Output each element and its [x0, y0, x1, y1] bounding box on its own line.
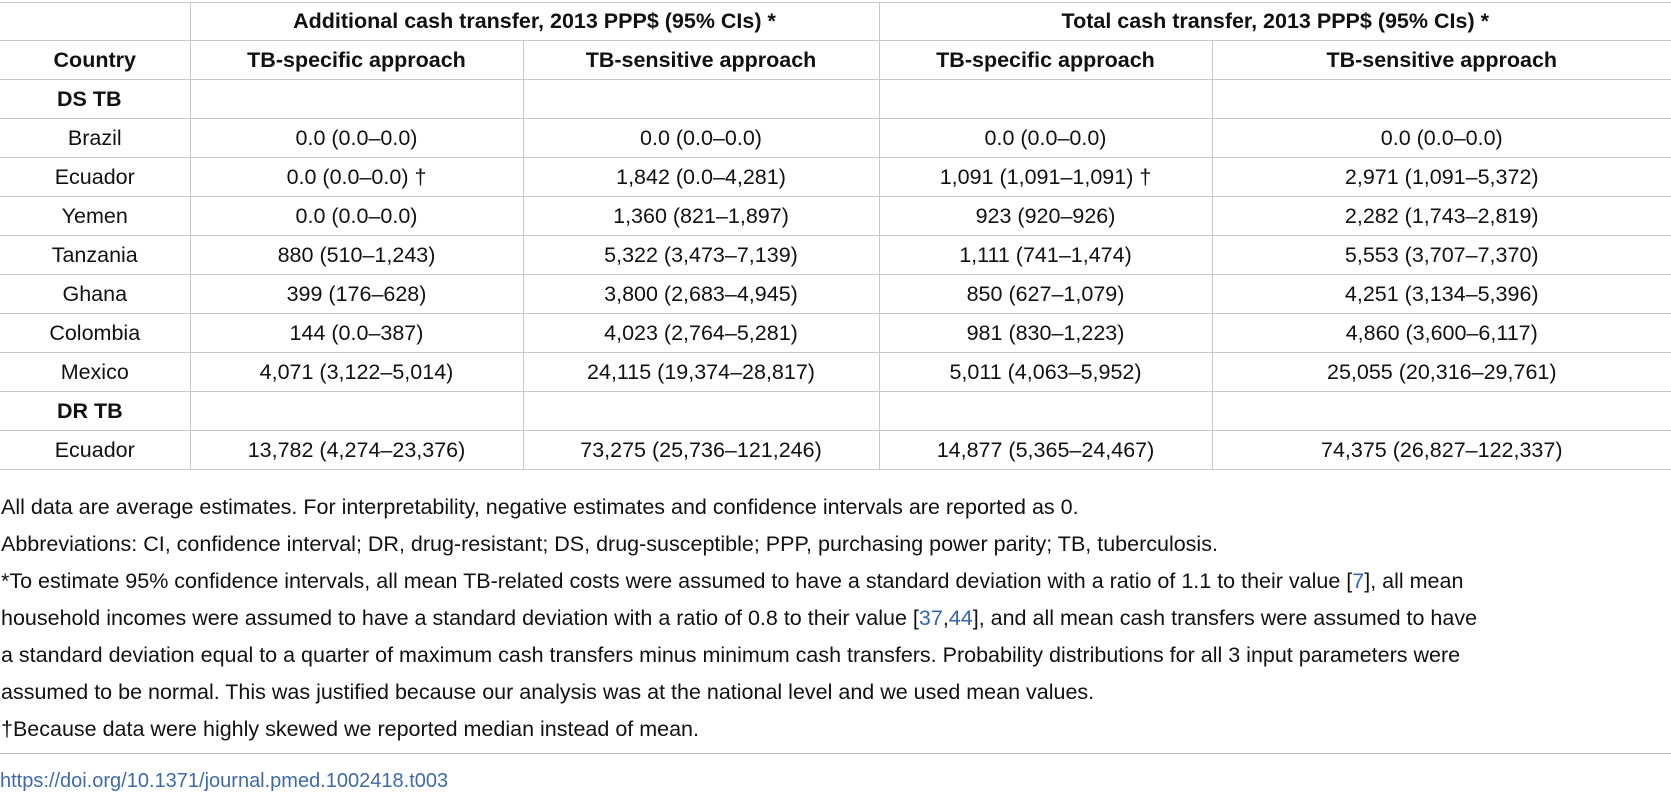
column-header-additional-sensitive: TB-sensitive approach: [522, 40, 880, 80]
value-cell: 1,360 (821–1,897): [522, 196, 880, 236]
value-cell: 1,842 (0.0–4,281): [522, 157, 880, 197]
value-cell: 3,800 (2,683–4,945): [522, 274, 880, 314]
group-header-total: Total cash transfer, 2013 PPP$ (95% CIs)…: [878, 2, 1671, 41]
value-cell: 2,971 (1,091–5,372): [1211, 157, 1671, 197]
empty-cell: [522, 79, 880, 119]
value-cell: 850 (627–1,079): [878, 274, 1213, 314]
doi-link[interactable]: https://doi.org/10.1371/journal.pmed.100…: [0, 770, 449, 792]
value-cell: 73,275 (25,736–121,246): [522, 430, 880, 470]
footnote-median: †Because data were highly skewed we repo…: [1, 717, 699, 741]
value-cell: 1,091 (1,091–1,091) †: [878, 157, 1213, 197]
section-row: DR TB: [0, 391, 1671, 431]
section-row: DS TB: [0, 79, 1671, 119]
table-row: Tanzania 880 (510–1,243) 5,322 (3,473–7,13…: [0, 235, 1671, 275]
value-cell: 25,055 (20,316–29,761): [1211, 352, 1671, 392]
value-cell: 399 (176–628): [189, 274, 524, 314]
column-header-country: Country: [0, 40, 191, 80]
table-row: Colombia 144 (0.0–387) 4,023 (2,764–5,281)…: [0, 313, 1671, 353]
value-cell: 4,023 (2,764–5,281): [522, 313, 880, 353]
footnote-confidence-intervals: *To estimate 95% confidence intervals, a…: [0, 563, 1671, 600]
empty-cell: [878, 79, 1213, 119]
footnote-text: ], and all mean cash transfers were assu…: [972, 606, 1478, 630]
value-cell: 880 (510–1,243): [189, 235, 524, 275]
value-cell: 5,322 (3,473–7,139): [522, 235, 880, 275]
group-header-additional: Additional cash transfer, 2013 PPP$ (95%…: [189, 2, 880, 41]
value-cell: 74,375 (26,827–122,337): [1211, 430, 1671, 470]
table-row: Ghana 399 (176–628) 3,800 (2,683–4,945) 850…: [0, 274, 1671, 314]
value-cell: 4,071 (3,122–5,014): [189, 352, 524, 392]
table-row: Yemen 0.0 (0.0–0.0) 1,360 (821–1,897) 923 (…: [0, 196, 1671, 236]
footer-divider: [0, 753, 1671, 754]
reference-link-7[interactable]: 7: [1352, 569, 1365, 593]
value-cell: 1,111 (741–1,474): [878, 235, 1213, 275]
cash-transfer-table: Additional cash transfer, 2013 PPP$ (95%…: [0, 2, 1671, 470]
country-cell: Tanzania: [0, 235, 191, 275]
empty-cell: [189, 79, 524, 119]
table-row: Brazil 0.0 (0.0–0.0) 0.0 (0.0–0.0) 0.0 (0.0…: [0, 118, 1671, 158]
country-cell: Brazil: [0, 118, 191, 158]
empty-cell: [522, 391, 880, 431]
value-cell: 0.0 (0.0–0.0): [1211, 118, 1671, 158]
value-cell: 0.0 (0.0–0.0): [522, 118, 880, 158]
footnote-text: ], all mean: [1364, 569, 1464, 593]
column-header-total-specific: TB-specific approach: [878, 40, 1213, 80]
table-row: Ecuador 13,782 (4,274–23,376) 73,275 (25,7…: [0, 430, 1671, 470]
country-cell: Yemen: [0, 196, 191, 236]
empty-cell: [189, 391, 524, 431]
table-footnotes: All data are average estimates. For inte…: [0, 489, 1671, 748]
value-cell: 4,860 (3,600–6,117): [1211, 313, 1671, 353]
country-cell: Colombia: [0, 313, 191, 353]
header-corner-cell: [0, 2, 191, 41]
column-header-additional-specific: TB-specific approach: [189, 40, 524, 80]
value-cell: 2,282 (1,743–2,819): [1211, 196, 1671, 236]
table-body: DS TB Brazil 0.0 (0.0–0.0) 0.0 (0.0–0.0) 0.0…: [0, 79, 1671, 470]
table-row: Mexico 4,071 (3,122–5,014) 24,115 (19,374–…: [0, 352, 1671, 392]
table-row: Ecuador 0.0 (0.0–0.0) † 1,842 (0.0–4,281) 1…: [0, 157, 1671, 197]
footnote-abbreviations: Abbreviations: CI, confidence interval; …: [1, 532, 1218, 556]
value-cell: 5,553 (3,707–7,370): [1211, 235, 1671, 275]
section-label: DS TB: [0, 79, 191, 119]
value-cell: 0.0 (0.0–0.0): [189, 196, 524, 236]
footnote-text: household incomes were assumed to have a…: [1, 606, 919, 630]
value-cell: 923 (920–926): [878, 196, 1213, 236]
footnote-text: ,: [942, 606, 949, 630]
value-cell: 144 (0.0–387): [189, 313, 524, 353]
column-header-total-sensitive: TB-sensitive approach: [1211, 40, 1671, 80]
empty-cell: [1211, 79, 1671, 119]
value-cell: 14,877 (5,365–24,467): [878, 430, 1213, 470]
value-cell: 13,782 (4,274–23,376): [189, 430, 524, 470]
country-cell: Ecuador: [0, 157, 191, 197]
value-cell: 981 (830–1,223): [878, 313, 1213, 353]
section-label: DR TB: [0, 391, 191, 431]
empty-cell: [878, 391, 1213, 431]
value-cell: 4,251 (3,134–5,396): [1211, 274, 1671, 314]
value-cell: 24,115 (19,374–28,817): [522, 352, 880, 392]
country-cell: Ghana: [0, 274, 191, 314]
value-cell: 0.0 (0.0–0.0): [878, 118, 1213, 158]
reference-link-44[interactable]: 44: [948, 606, 973, 630]
value-cell: 0.0 (0.0–0.0) †: [189, 157, 524, 197]
empty-cell: [1211, 391, 1671, 431]
footnote-confidence-intervals-line2: household incomes were assumed to have a…: [0, 600, 1671, 637]
reference-link-37[interactable]: 37: [918, 606, 943, 630]
value-cell: 0.0 (0.0–0.0): [189, 118, 524, 158]
footnote-text: *To estimate 95% confidence intervals, a…: [1, 569, 1353, 593]
value-cell: 5,011 (4,063–5,952): [878, 352, 1213, 392]
footnote-confidence-intervals-line3: a standard deviation equal to a quarter …: [1, 643, 1461, 667]
country-cell: Ecuador: [0, 430, 191, 470]
footnote-confidence-intervals-line4: assumed to be normal. This was justified…: [1, 680, 1095, 704]
country-cell: Mexico: [0, 352, 191, 392]
footnote-average-estimates: All data are average estimates. For inte…: [1, 495, 1079, 519]
